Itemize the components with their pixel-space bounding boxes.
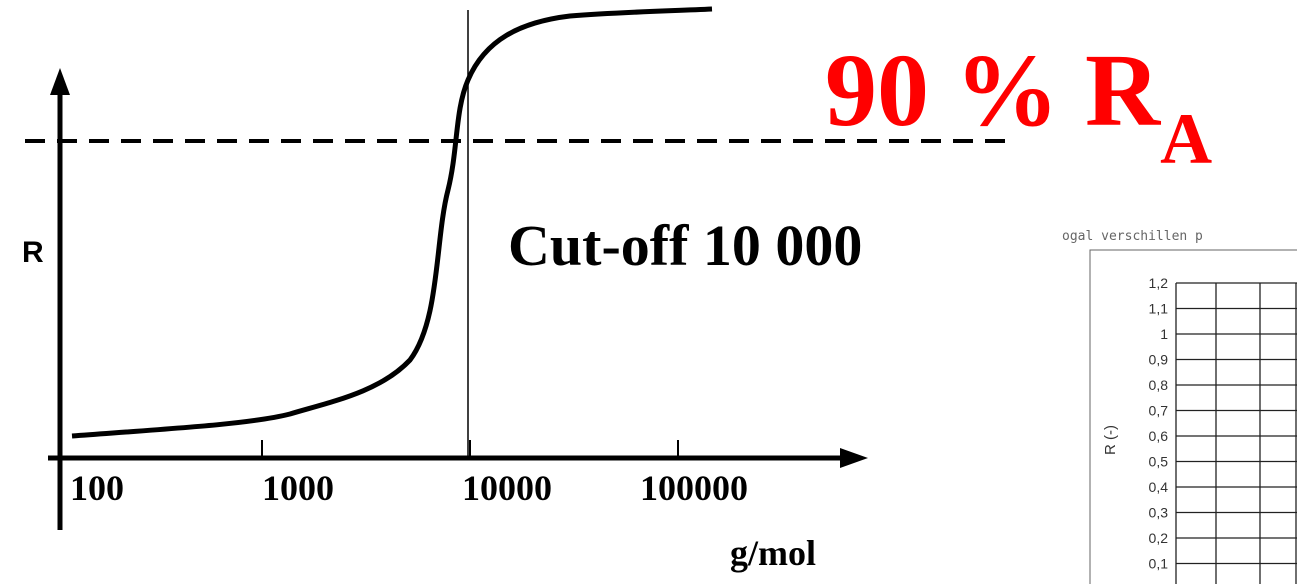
y-axis-label: R [22,236,44,269]
threshold-main: 90 % R [825,33,1162,148]
scan-y-tick-label: 0,4 [1149,479,1169,495]
scan-y-tick-label: 0,5 [1149,454,1169,470]
scan-y-tick-label: 0,8 [1149,377,1169,393]
x-arrow [840,448,868,468]
scan-y-tick-label: 1,1 [1149,301,1169,317]
x-tick-label: 100000 [640,468,748,508]
x-tick-label: 100 [70,468,124,508]
y-arrow [50,68,70,95]
scan-frame [1090,250,1297,584]
scan-y-tick-label: 0,3 [1149,505,1169,521]
scanned-figure: ogal verschillen p R (-) 1,2 1,1 1 0,9 0,8 0,… [1062,229,1297,584]
scan-y-tick-label: 0,7 [1149,403,1169,419]
scan-y-tick-label: 1 [1160,326,1168,342]
scan-y-label: R (-) [1102,425,1119,455]
threshold-subscript: A [1160,99,1212,179]
scan-y-tick-label: 0,9 [1149,352,1169,368]
cutoff-label: Cut-off 10 000 [508,213,862,278]
slide: R 100 1000 10000 100000 g/mol Cut-off 10… [0,0,1297,584]
scan-y-tick-label: 1,2 [1149,275,1169,291]
scan-y-tick-label: 0,2 [1149,530,1169,546]
x-tick-label: 1000 [262,468,334,508]
scan-caption: ogal verschillen p [1062,229,1203,244]
scan-y-tick-label: 0,1 [1149,556,1169,572]
x-tick-label: 10000 [462,468,552,508]
x-axis-label: g/mol [730,533,816,573]
scan-y-tick-label: 0,6 [1149,428,1169,444]
threshold-label: 90 % RA [825,33,1212,179]
